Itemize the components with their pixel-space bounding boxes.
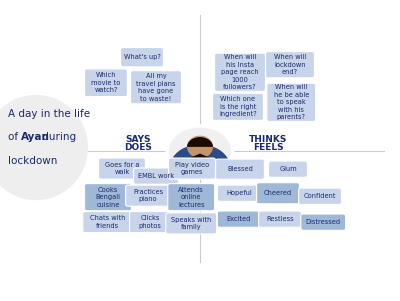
Text: When will
he be able
to speak
with his
parents?: When will he be able to speak with his p… [274, 84, 309, 120]
FancyBboxPatch shape [169, 158, 215, 179]
FancyBboxPatch shape [126, 185, 170, 206]
FancyBboxPatch shape [85, 69, 127, 97]
Text: When will
lockdown
end?: When will lockdown end? [274, 54, 306, 75]
Text: of: of [8, 132, 21, 142]
FancyBboxPatch shape [218, 185, 260, 201]
FancyBboxPatch shape [267, 83, 316, 121]
FancyBboxPatch shape [269, 161, 307, 177]
FancyBboxPatch shape [301, 214, 346, 230]
Text: What's up?: What's up? [124, 54, 160, 60]
Text: lockdown: lockdown [8, 156, 57, 166]
Text: Glum: Glum [279, 166, 297, 172]
Ellipse shape [0, 95, 88, 200]
Text: Cheered: Cheered [264, 190, 292, 196]
FancyBboxPatch shape [213, 93, 263, 120]
Text: Hopeful: Hopeful [226, 190, 252, 196]
Text: Which
movie to
watch?: Which movie to watch? [91, 72, 121, 93]
FancyBboxPatch shape [168, 184, 214, 211]
Text: Attends
online
lectures: Attends online lectures [178, 187, 204, 208]
FancyBboxPatch shape [83, 212, 132, 233]
Text: FEELS: FEELS [253, 143, 283, 152]
FancyBboxPatch shape [258, 211, 302, 227]
Text: SAYS: SAYS [125, 135, 151, 144]
Text: Speaks with
family: Speaks with family [171, 217, 211, 230]
Wedge shape [171, 144, 229, 167]
Text: THINKS: THINKS [249, 135, 287, 144]
Text: Chats with
friends: Chats with friends [90, 216, 125, 229]
Text: Cooks
Bengali
cuisine: Cooks Bengali cuisine [96, 187, 120, 208]
Text: Distressed: Distressed [306, 219, 341, 225]
FancyBboxPatch shape [85, 184, 131, 211]
Text: Blessed: Blessed [227, 166, 253, 172]
Text: Excited: Excited [227, 216, 251, 222]
FancyBboxPatch shape [130, 71, 182, 104]
Text: Confident: Confident [304, 193, 336, 199]
Text: Ayan: Ayan [21, 132, 50, 142]
FancyBboxPatch shape [216, 159, 264, 179]
Bar [195, 153, 205, 160]
Text: Goes for a
walk: Goes for a walk [105, 162, 139, 175]
Text: EMBL work: EMBL work [138, 173, 174, 179]
Text: DOES: DOES [124, 143, 152, 152]
FancyBboxPatch shape [298, 188, 342, 204]
FancyBboxPatch shape [166, 213, 217, 234]
Text: All my
travel plans
have gone
to waste!: All my travel plans have gone to waste! [136, 73, 176, 101]
FancyBboxPatch shape [266, 52, 314, 78]
Wedge shape [190, 154, 210, 162]
FancyBboxPatch shape [214, 53, 266, 92]
Text: Which one
is the right
ingredient?: Which one is the right ingredient? [219, 96, 257, 117]
FancyBboxPatch shape [98, 158, 146, 179]
Text: during: during [39, 132, 76, 142]
FancyBboxPatch shape [218, 211, 260, 227]
Ellipse shape [187, 135, 213, 158]
Wedge shape [187, 137, 213, 147]
Text: Clicks
photos: Clicks photos [138, 216, 162, 229]
Text: Practices
piano: Practices piano [133, 189, 163, 202]
Text: Play video
games: Play video games [175, 162, 209, 175]
Text: A day in the life: A day in the life [8, 109, 90, 119]
FancyBboxPatch shape [134, 168, 178, 184]
Text: When will
his Insta
page reach
1000
followers?: When will his Insta page reach 1000 foll… [221, 54, 259, 90]
FancyBboxPatch shape [130, 212, 170, 233]
Text: Restless: Restless [266, 216, 294, 222]
Circle shape [167, 126, 233, 175]
FancyBboxPatch shape [121, 48, 163, 67]
FancyBboxPatch shape [257, 183, 299, 204]
